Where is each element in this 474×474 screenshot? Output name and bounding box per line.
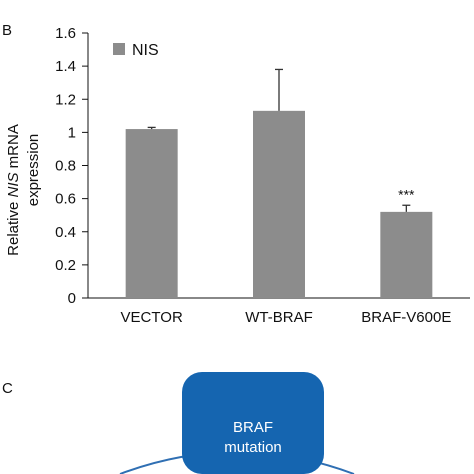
y-tick-label: 1.4 — [55, 58, 76, 75]
bar-wt-braf — [253, 110, 305, 298]
braf-mutation-node-line2: mutation — [224, 439, 282, 456]
bar-chart: Relative NIS mRNA expression 00.20.40.60… — [5, 25, 470, 326]
y-ticks: 0 0.2 0.4 0.6 0.8 1 1.2 1.4 1.6 — [55, 25, 88, 307]
legend: NIS — [113, 42, 159, 59]
y-tick-label: 1.2 — [55, 91, 76, 108]
legend-label-nis: NIS — [132, 42, 159, 59]
x-tick-label-braf-v600e: BRAF-V600E — [361, 309, 451, 326]
panel-label-c: C — [2, 380, 13, 397]
diagram: BRAF mutation — [119, 372, 355, 474]
y-tick-label: 1 — [68, 124, 76, 141]
y-tick-label: 1.6 — [55, 25, 76, 42]
y-tick-label: 0 — [68, 290, 76, 307]
x-tick-label-vector: VECTOR — [121, 309, 183, 326]
x-tick-label-wt-braf: WT-BRAF — [245, 309, 313, 326]
y-tick-label: 0.4 — [55, 224, 76, 241]
bar-vector — [125, 129, 178, 298]
y-tick-label: 0.2 — [55, 257, 76, 274]
significance-label: *** — [398, 186, 415, 202]
x-tick-labels: VECTOR WT-BRAF BRAF-V600E — [121, 309, 452, 326]
y-tick-label: 0.6 — [55, 191, 76, 208]
y-axis-title: Relative NIS mRNA expression — [5, 124, 42, 256]
legend-swatch-nis — [113, 43, 125, 55]
braf-mutation-node-line1: BRAF — [233, 419, 273, 436]
panel-label-b: B — [2, 22, 13, 39]
bars: *** — [125, 68, 433, 298]
bar-braf-v600e — [380, 211, 433, 298]
y-axis-title-line1: Relative NIS mRNA — [5, 124, 22, 256]
y-axis-title-line2: expression — [25, 134, 42, 207]
y-tick-label: 0.8 — [55, 158, 76, 175]
braf-mutation-node — [182, 372, 324, 474]
